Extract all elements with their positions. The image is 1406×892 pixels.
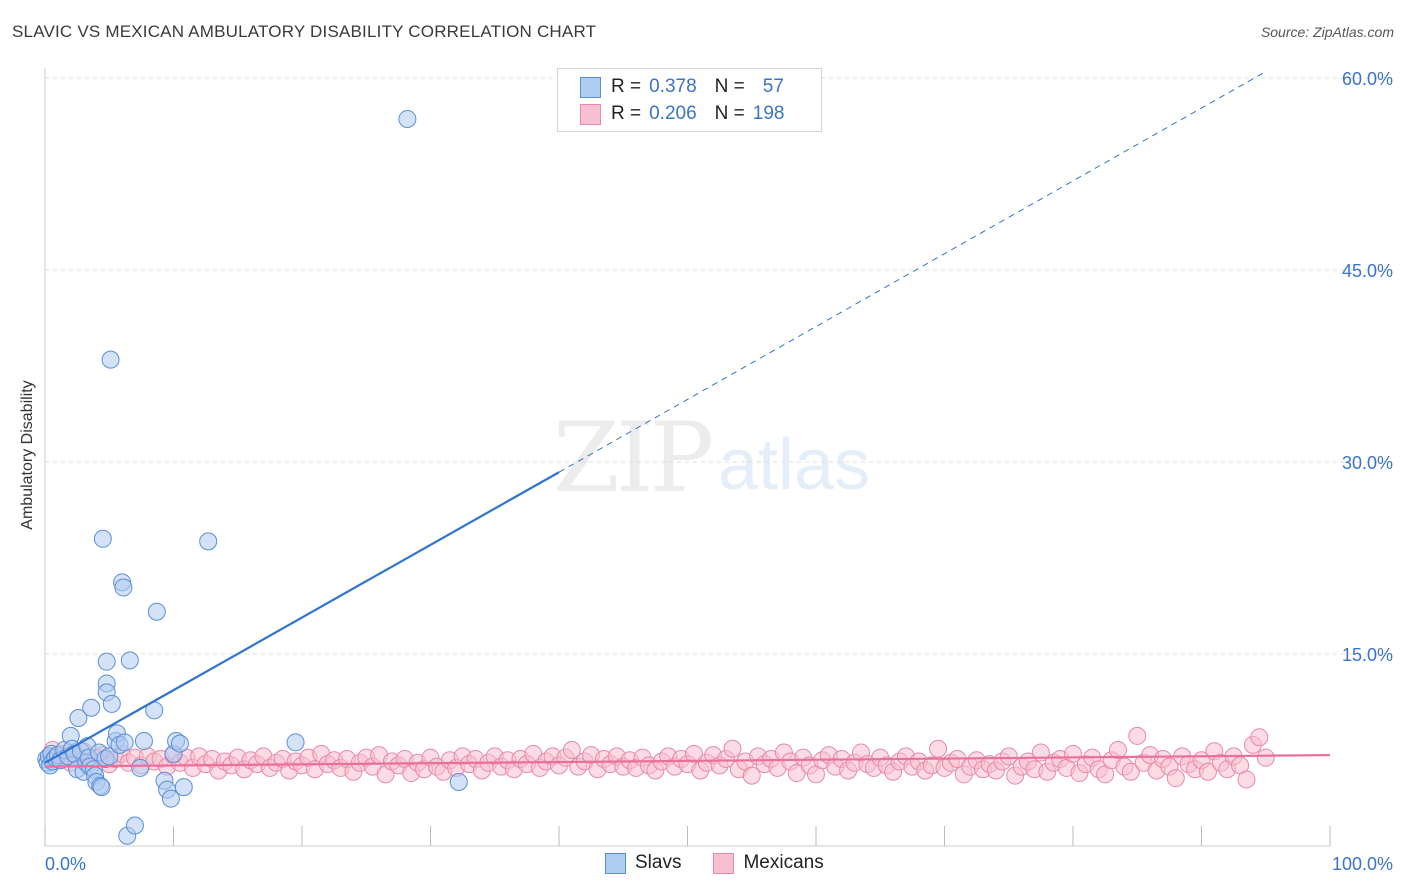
mexicans-n-label: N = (714, 103, 745, 124)
mexicans-point (1128, 726, 1147, 745)
slavs-point (92, 778, 111, 797)
slavs-point (101, 350, 120, 369)
slavs-point (120, 651, 139, 670)
slavs-trend-line (558, 71, 1266, 473)
y-tick-label: 45.0% (1342, 261, 1393, 281)
correlation-legend: R = 0.378 N = 57 R = 0.206 N = 198 (557, 68, 822, 132)
mexicans-point (999, 747, 1018, 766)
mexicans-point (929, 739, 948, 758)
x-tick-label: 0.0% (45, 854, 86, 874)
chart-title: SLAVIC VS MEXICAN AMBULATORY DISABILITY … (12, 22, 597, 41)
mexicans-point (1108, 741, 1127, 759)
x-tick-label: 100.0% (1332, 854, 1393, 874)
mexicans-r-value: 0.206 (649, 103, 697, 124)
slavs-point (134, 732, 153, 751)
slavs-point (100, 747, 119, 766)
slavs-point (102, 694, 121, 713)
slavs-legend-swatch (605, 852, 626, 874)
mexicans-point (723, 739, 742, 758)
slavs-trend-line (44, 471, 560, 764)
mexicans-trend-line (44, 754, 1331, 768)
slavs-r-value: 0.378 (649, 76, 697, 97)
mexicans-point (1237, 770, 1256, 789)
slavs-point (147, 602, 166, 621)
mexicans-swatch (580, 103, 601, 125)
trend-lines (44, 71, 1331, 768)
source-label: Source: ZipAtlas.com (1260, 24, 1394, 40)
slavs-point (69, 709, 88, 727)
y-tick-label: 30.0% (1342, 453, 1393, 473)
legend-item-mexicans[interactable]: Mexicans (713, 852, 824, 874)
slavs-swatch (580, 76, 601, 98)
mexicans-point (1121, 762, 1140, 781)
slavs-r-label: R = (611, 76, 642, 97)
slavs-point (449, 773, 468, 791)
slavs-point (174, 778, 193, 797)
watermark-zip: ZIP (553, 402, 714, 514)
slavs-point (286, 733, 305, 752)
slavs-point (125, 816, 144, 835)
mexicans-point (684, 744, 703, 763)
slavs-legend-label: Slavs (635, 852, 682, 873)
slavs-points (37, 109, 468, 845)
y-tick-label: 15.0% (1342, 645, 1393, 665)
mexicans-point (742, 766, 761, 785)
series-legend: Slavs Mexicans (605, 852, 856, 874)
slavs-point (170, 734, 189, 753)
mexicans-point (1198, 762, 1217, 781)
slavs-point (115, 733, 134, 752)
axes (44, 68, 1331, 847)
tick-labels: 15.0% 30.0% 45.0% 60.0% 0.0% 100.0% (45, 69, 1393, 874)
grid-lines (45, 77, 1392, 655)
slavs-point (97, 652, 116, 671)
mexicans-n-value: 198 (752, 103, 785, 124)
slavs-point (398, 109, 417, 128)
slavs-point (131, 758, 150, 777)
legend-row-mexicans: R = 0.206 N = 198 (580, 101, 784, 127)
slavs-point (199, 532, 218, 551)
y-tick-label: 60.0% (1342, 69, 1393, 89)
slavs-n-label: N = (714, 76, 745, 97)
slavs-point (82, 698, 101, 717)
mexicans-point (1166, 769, 1185, 788)
mexicans-point (1256, 748, 1275, 767)
slavs-point (114, 578, 133, 597)
mexicans-point (562, 741, 581, 759)
mexicans-r-label: R = (611, 103, 642, 124)
legend-row-slavs: R = 0.378 N = 57 (580, 74, 784, 100)
mexicans-legend-swatch (713, 852, 735, 874)
legend-item-slavs[interactable]: Slavs (605, 852, 681, 874)
slavs-point (161, 789, 180, 808)
mexicans-point (1250, 728, 1269, 747)
slavs-point (93, 529, 112, 548)
watermark-atlas: atlas (718, 425, 871, 505)
mexicans-legend-label: Mexicans (743, 852, 824, 873)
slavs-n-value: 57 (762, 76, 784, 97)
